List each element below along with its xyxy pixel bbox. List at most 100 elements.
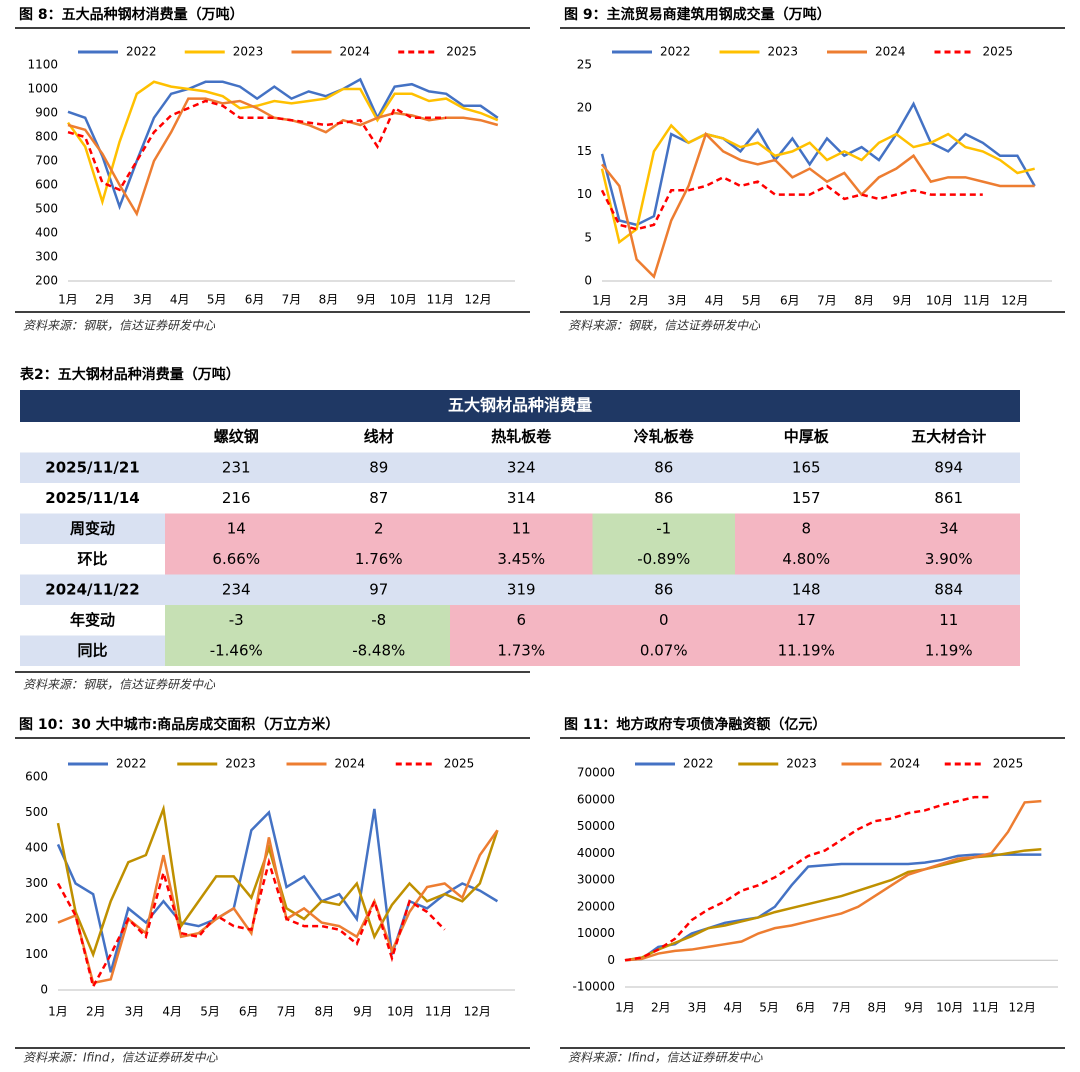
table-cell <box>307 605 450 636</box>
series-line <box>624 853 1042 962</box>
cell-value: 4.80% <box>782 550 830 568</box>
x-tick-label: 11月 <box>425 1005 452 1019</box>
y-tick-label: 20 <box>577 101 592 115</box>
table-cell <box>165 452 308 483</box>
y-tick-label: 500 <box>35 202 58 216</box>
table-cell <box>592 635 735 666</box>
cell-value: 11 <box>939 611 958 629</box>
cell-value: 86 <box>654 580 673 598</box>
cell-value: 3.45% <box>497 550 545 568</box>
y-tick-label: 20000 <box>577 899 615 913</box>
cell-value: 97 <box>369 580 388 598</box>
cell-value: 11.19% <box>778 641 835 659</box>
cell-value: 17 <box>797 611 816 629</box>
y-tick-label: 900 <box>35 106 58 120</box>
cell-value: 89 <box>369 458 388 476</box>
column-header: 五大材合计 <box>911 428 986 446</box>
y-tick-label: 30000 <box>577 873 615 887</box>
table-header: 五大钢材品种消费量 <box>448 396 592 415</box>
table-cell <box>735 635 878 666</box>
y-tick-label: 600 <box>35 178 58 192</box>
table-cell <box>877 635 1020 666</box>
table-cell <box>450 574 593 605</box>
x-tick-label: 12月 <box>464 293 491 307</box>
legend-label: 2022 <box>126 45 157 59</box>
row-label-cell <box>20 635 165 666</box>
chart-title: 图 11：地方政府专项债净融资额（亿元） <box>564 716 826 733</box>
cell-value: 8 <box>801 519 811 537</box>
table-cell <box>165 635 308 666</box>
table-cell <box>592 513 735 544</box>
x-tick-label: 11月 <box>972 1001 999 1015</box>
table-cell <box>450 513 593 544</box>
table-cell <box>165 513 308 544</box>
y-tick-label: 10000 <box>577 926 615 940</box>
cell-value: 0 <box>659 611 669 629</box>
x-tick-label: 9月 <box>892 294 912 308</box>
legend-label: 2024 <box>335 757 366 771</box>
series-line <box>624 795 992 962</box>
legend-label: 2025 <box>983 45 1014 59</box>
y-tick-label: 300 <box>35 250 58 264</box>
legend-label: 2023 <box>233 45 264 59</box>
cell-value: 231 <box>222 458 251 476</box>
cell-value: 0.07% <box>640 641 688 659</box>
legend-label: 2025 <box>446 45 477 59</box>
table-cell <box>450 605 593 636</box>
y-tick-label: 15 <box>577 144 592 158</box>
y-tick-label: 800 <box>35 130 58 144</box>
cell-value: 14 <box>227 519 246 537</box>
cell-value: -8.48% <box>352 641 405 659</box>
x-tick-label: 3月 <box>125 1005 145 1019</box>
x-tick-label: 9月 <box>356 293 376 307</box>
x-tick-label: 5月 <box>759 1001 779 1015</box>
legend-label: 2025 <box>993 757 1024 771</box>
row-label: 年变动 <box>70 611 115 629</box>
x-tick-label: 3月 <box>133 293 153 307</box>
x-tick-label: 3月 <box>688 1001 708 1015</box>
table-source: 资料来源：钢联，信达证券研发中心 <box>23 678 216 692</box>
y-tick-label: -10000 <box>572 980 615 994</box>
cell-value: 324 <box>507 458 536 476</box>
series-line <box>67 97 499 217</box>
row-label-cell <box>20 544 165 575</box>
cell-value: 884 <box>934 580 963 598</box>
y-tick-label: 0 <box>584 274 592 288</box>
series-line <box>624 799 1042 962</box>
table-cell <box>735 574 878 605</box>
x-tick-label: 12月 <box>464 1005 491 1019</box>
y-tick-label: 700 <box>35 154 58 168</box>
x-tick-label: 12月 <box>1009 1001 1036 1015</box>
table-cell <box>592 574 735 605</box>
cell-value: 1.19% <box>925 641 973 659</box>
x-tick-label: 6月 <box>239 1005 259 1019</box>
cell-value: 3.90% <box>925 550 973 568</box>
series-line <box>624 847 1042 962</box>
row-label: 2024/11/22 <box>45 580 139 598</box>
series-line <box>601 131 1035 280</box>
row-label-cell <box>20 452 165 483</box>
column-header: 中厚板 <box>784 428 830 446</box>
source-note: 资料来源：Ifind，信达证券研发中心 <box>568 1051 764 1065</box>
legend-label: 2023 <box>786 757 817 771</box>
x-tick-label: 8月 <box>854 294 874 308</box>
table-cell <box>735 605 878 636</box>
table-cell <box>735 452 878 483</box>
y-tick-label: 0 <box>607 953 615 967</box>
x-tick-label: 7月 <box>277 1005 297 1019</box>
table-cell <box>307 635 450 666</box>
x-tick-label: 10月 <box>387 1005 414 1019</box>
cell-value: 2 <box>374 519 384 537</box>
legend-label: 2024 <box>875 45 906 59</box>
cell-value: 1.76% <box>355 550 403 568</box>
y-tick-label: 500 <box>25 805 48 819</box>
series-line <box>600 175 983 231</box>
legend-label: 2022 <box>116 757 147 771</box>
cell-value: -1 <box>656 519 671 537</box>
x-tick-label: 5月 <box>200 1005 220 1019</box>
table-cell <box>877 513 1020 544</box>
table-cell <box>165 483 308 514</box>
cell-value: -1.46% <box>210 641 263 659</box>
y-tick-label: 600 <box>25 770 48 784</box>
cell-value: -8 <box>371 611 386 629</box>
